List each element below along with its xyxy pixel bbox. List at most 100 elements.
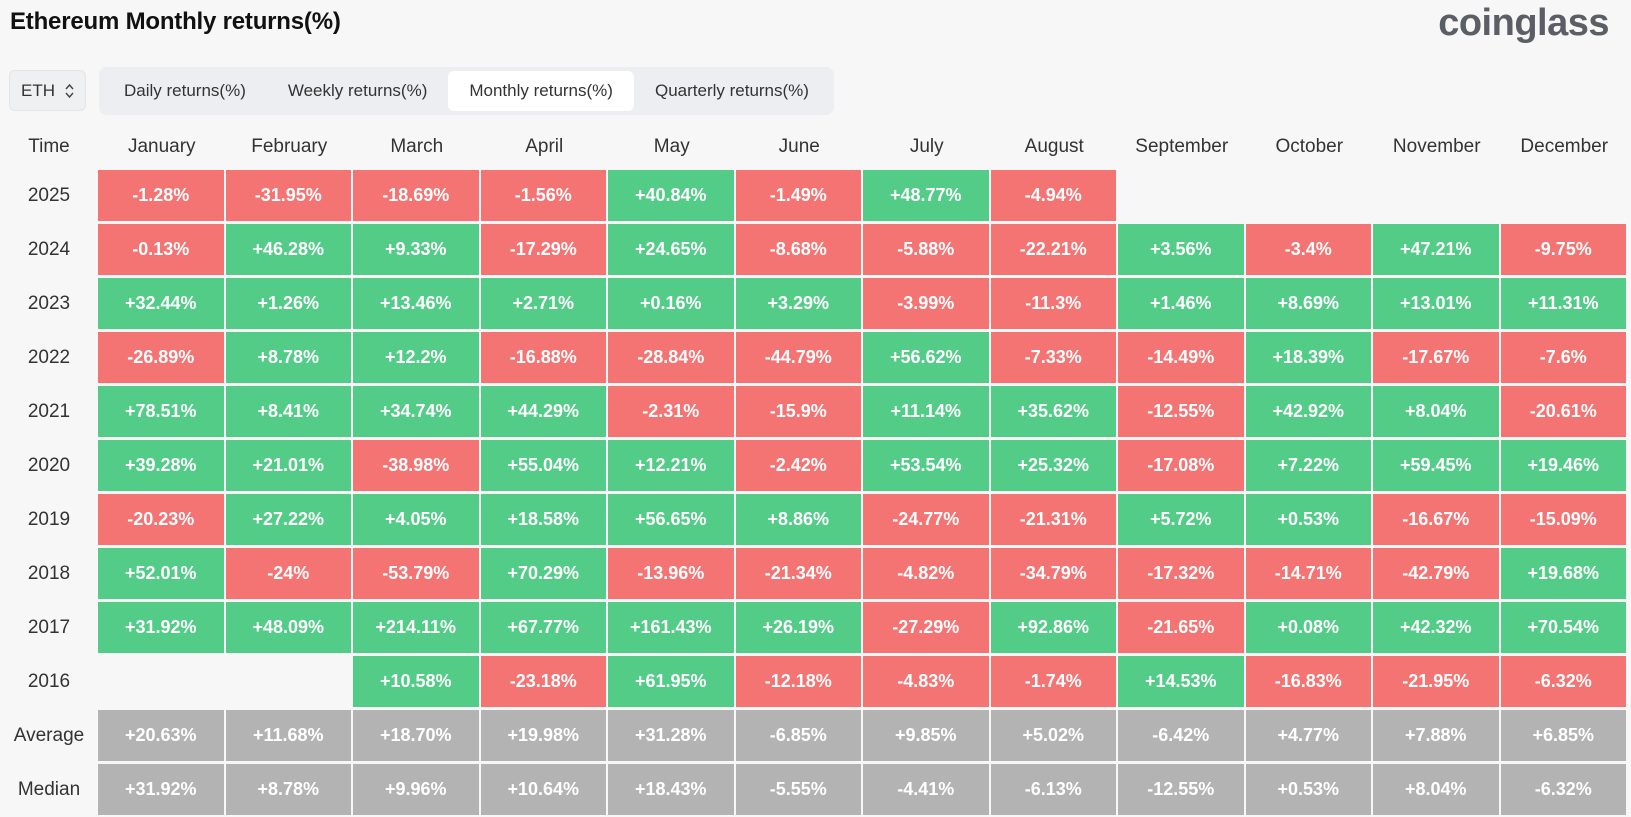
return-cell: -22.21% [990,224,1116,275]
return-cell: +9.33% [353,224,479,275]
monthly-returns-table: Time January February March April May June Jul… [0,125,1628,817]
month-header-april: April [525,136,564,157]
return-cell: +32.44% [98,278,224,329]
return-cell: +18.58% [480,494,606,545]
return-cell: +92.86% [990,602,1116,653]
time-column-header: Time [28,136,70,157]
return-cell: +40.84% [608,170,734,221]
return-cell: -34.79% [990,548,1116,599]
return-cell: +214.11% [353,602,479,653]
return-cell: -13.96% [608,548,734,599]
return-cell: +25.32% [990,440,1116,491]
stat-row-average: Average +20.63% +11.68% +18.70% +19.98% +31.2… [0,709,1628,763]
return-cell: +8.04% [1373,386,1499,437]
return-cell: -3.99% [863,278,989,329]
return-cell: -12.55% [1118,764,1244,815]
return-cell: -6.85% [735,710,861,761]
return-cell: +21.01% [225,440,351,491]
return-cell: +46.28% [225,224,351,275]
month-header-november: November [1392,136,1481,157]
return-cell: +59.45% [1373,440,1499,491]
return-cell: -4.94% [990,170,1116,221]
return-cell: -11.3% [990,278,1116,329]
tab-monthly-returns[interactable]: Monthly returns(%) [448,71,634,111]
return-cell: -16.83% [1245,656,1371,707]
return-cell: +48.09% [225,602,351,653]
return-cell: -6.13% [990,764,1116,815]
month-header-october: October [1275,136,1344,157]
return-cell: +42.32% [1373,602,1499,653]
return-cell: +0.53% [1245,764,1371,815]
month-header-september: September [1135,136,1229,157]
asset-select[interactable]: ETH [9,70,86,111]
return-cell: +18.39% [1245,332,1371,383]
return-cell: -8.68% [735,224,861,275]
year-row-2017: 2017 +31.92% +48.09% +214.11% +67.77% +161.43… [0,601,1628,655]
return-cell: -17.67% [1373,332,1499,383]
return-cell: +5.72% [1118,494,1244,545]
return-cell: +3.29% [735,278,861,329]
table-header-row: Time January February March April May June Jul… [0,125,1628,169]
return-cell: -12.18% [735,656,861,707]
return-cell: +42.92% [1245,386,1371,437]
tab-quarterly-returns[interactable]: Quarterly returns(%) [654,81,809,100]
return-cell: +20.63% [98,710,224,761]
year-row-2023: 2023 +32.44% +1.26% +13.46% +2.71% +0.16% +3.2… [0,277,1628,331]
year-row-2020: 2020 +39.28% +21.01% -38.98% +55.04% +12.21% -… [0,439,1628,493]
return-cell: -12.55% [1118,386,1244,437]
year-row-2025: 2025 -1.28% -31.95% -18.69% -1.56% +40.84% -1.… [0,169,1628,223]
year-row-2024: 2024 -0.13% +46.28% +9.33% -17.29% +24.65% -8.… [0,223,1628,277]
return-cell: +19.68% [1500,548,1626,599]
empty-cell [1501,170,1627,221]
return-cell: -4.82% [863,548,989,599]
return-cell: -6.32% [1500,764,1626,815]
return-cell: +1.46% [1118,278,1244,329]
return-cell: -4.41% [863,764,989,815]
return-cell: +14.53% [1118,656,1244,707]
row-label: 2023 [27,293,71,314]
return-cell: -1.49% [735,170,861,221]
year-row-2022: 2022 -26.89% +8.78% +12.2% -16.88% -28.84% -44… [0,331,1628,385]
month-header-may: May [653,136,690,157]
return-cell: +12.21% [608,440,734,491]
return-cell: +56.62% [863,332,989,383]
return-cell: +70.29% [480,548,606,599]
return-cell: -24.77% [863,494,989,545]
return-cell: -14.71% [1245,548,1371,599]
return-cell: +8.78% [225,332,351,383]
return-cell: -2.42% [735,440,861,491]
return-cell: +11.31% [1500,278,1626,329]
page-title: Ethereum Monthly returns(%) [10,8,341,35]
return-cell: +24.65% [608,224,734,275]
year-row-2021: 2021 +78.51% +8.41% +34.74% +44.29% -2.31% -15… [0,385,1628,439]
return-cell: +7.22% [1245,440,1371,491]
empty-cell [226,656,352,707]
return-cell: -7.33% [990,332,1116,383]
row-label: 2020 [27,455,71,476]
return-cell: +10.64% [480,764,606,815]
return-cell: -31.95% [225,170,351,221]
row-label: Median [17,779,81,800]
tab-weekly-returns[interactable]: Weekly returns(%) [287,81,428,100]
return-cell: +34.74% [353,386,479,437]
return-cell: -21.65% [1118,602,1244,653]
return-cell: -15.9% [735,386,861,437]
return-cell: -17.08% [1118,440,1244,491]
return-cell: +9.85% [863,710,989,761]
month-header-august: August [1024,136,1084,157]
stat-row-median: Median +31.92% +8.78% +9.96% +10.64% +18.43% -… [0,763,1628,817]
return-cell: -6.42% [1118,710,1244,761]
month-header-february: February [251,136,328,157]
year-row-2016: 2016 +10.58% -23.18% +61.95% -12.18% -4.83% -1… [0,655,1628,709]
return-cell: +39.28% [98,440,224,491]
return-cell: +4.77% [1245,710,1371,761]
row-label: 2019 [27,509,71,530]
return-cell: -18.69% [353,170,479,221]
row-label: 2018 [27,563,71,584]
coinglass-logo[interactable]: coinglass [1438,2,1609,44]
return-cell: -17.32% [1118,548,1244,599]
row-label: Average [13,725,85,746]
tab-daily-returns[interactable]: Daily returns(%) [124,81,246,100]
up-down-chevron-icon [65,83,74,99]
month-header-december: December [1520,136,1609,157]
